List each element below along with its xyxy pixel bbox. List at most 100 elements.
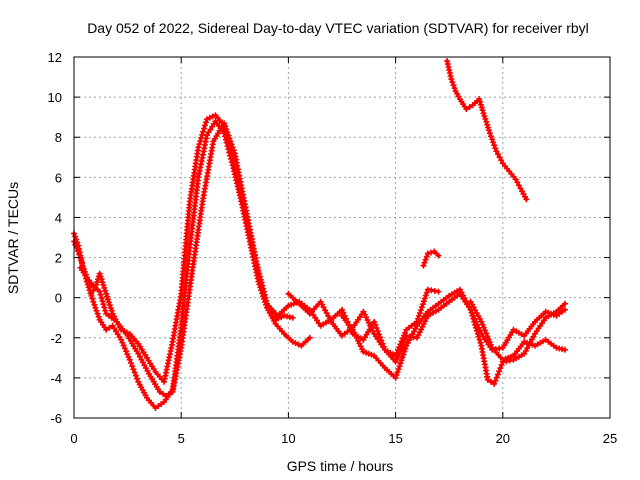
data-point: [449, 77, 453, 81]
data-point: [522, 340, 526, 344]
data-point: [533, 320, 537, 324]
y-tick-label: 12: [48, 50, 62, 65]
series-arc-5: [339, 286, 568, 387]
y-tick-label: -2: [50, 331, 62, 346]
data-point: [383, 366, 387, 370]
data-point: [447, 294, 451, 298]
data-point: [544, 310, 548, 314]
data-point: [115, 320, 119, 324]
data-point: [404, 334, 408, 338]
data-point: [372, 332, 376, 336]
y-tick-label: 8: [55, 130, 62, 145]
y-tick-label: 6: [55, 170, 62, 185]
data-point: [179, 292, 183, 296]
data-point: [520, 189, 524, 193]
grid-layer: [74, 57, 610, 418]
data-point: [128, 358, 132, 362]
data-point: [436, 302, 441, 306]
data-point: [554, 314, 559, 318]
data-point: [445, 59, 449, 63]
y-tick-label: 10: [48, 90, 62, 105]
x-tick-label: 15: [388, 431, 402, 446]
data-point: [111, 312, 115, 316]
data-point: [383, 348, 387, 352]
data-point: [171, 340, 175, 344]
data-point: [231, 163, 235, 167]
x-tick-label: 20: [496, 431, 510, 446]
data-point: [486, 378, 490, 382]
data-point: [147, 372, 151, 376]
data-point: [222, 121, 226, 125]
data-point: [544, 338, 548, 342]
data-point: [111, 324, 115, 328]
data-point: [78, 266, 82, 270]
data-point: [162, 380, 166, 384]
x-tick-label: 10: [281, 431, 295, 446]
data-point: [471, 103, 475, 107]
data-point: [254, 260, 258, 264]
data-point: [511, 358, 516, 362]
data-point: [563, 302, 567, 306]
data-point: [415, 336, 419, 340]
data-point: [404, 344, 408, 348]
data-point: [394, 360, 398, 364]
x-axis-label: GPS time / hours: [287, 458, 394, 474]
data-point: [188, 199, 192, 203]
data-point: [514, 177, 518, 181]
y-tick-label: -4: [50, 371, 62, 386]
data-point: [361, 350, 365, 354]
data-point: [91, 284, 95, 288]
data-point: [469, 300, 473, 304]
data-point: [205, 133, 209, 137]
series-arc-6: [467, 298, 568, 363]
series-line: [78, 121, 441, 398]
data-point: [522, 334, 526, 338]
data-point: [205, 117, 209, 121]
data-point: [308, 312, 312, 316]
data-point: [136, 352, 140, 356]
x-tick-label: 5: [178, 431, 185, 446]
data-point: [340, 308, 344, 312]
series-arc-8: [444, 58, 530, 203]
data-point: [297, 302, 301, 306]
data-point: [464, 107, 468, 111]
data-point: [544, 316, 548, 320]
data-point: [436, 254, 441, 258]
data-point: [145, 356, 149, 360]
data-point: [454, 89, 458, 93]
data-point: [291, 316, 295, 320]
data-point: [136, 380, 140, 384]
data-point: [426, 288, 430, 292]
data-point: [458, 288, 462, 292]
data-point: [188, 245, 192, 250]
series-arc-3: [77, 120, 442, 399]
y-tick-label: 0: [55, 291, 62, 306]
data-point: [522, 352, 526, 356]
data-point: [394, 376, 398, 380]
series-plus-markers: [444, 58, 530, 203]
data-point: [265, 302, 269, 306]
data-point: [158, 390, 162, 394]
data-point: [282, 314, 286, 318]
data-point: [479, 320, 483, 324]
y-tick-label: 4: [55, 210, 62, 225]
data-point: [492, 382, 496, 386]
plot-frame: [73, 56, 611, 419]
data-point: [196, 175, 200, 179]
series-layer: [71, 58, 568, 411]
data-point: [436, 308, 441, 312]
data-point: [153, 370, 158, 374]
data-point: [563, 348, 567, 352]
data-point: [91, 300, 95, 304]
data-point: [128, 332, 132, 336]
y-tick-label: -6: [50, 411, 62, 426]
series-arc-7: [420, 248, 442, 269]
data-point: [282, 332, 286, 336]
data-point: [299, 344, 303, 348]
data-point: [415, 324, 419, 328]
data-point: [119, 338, 123, 342]
data-point: [404, 328, 408, 332]
data-point: [164, 394, 168, 398]
x-tick-label: 0: [70, 431, 77, 446]
